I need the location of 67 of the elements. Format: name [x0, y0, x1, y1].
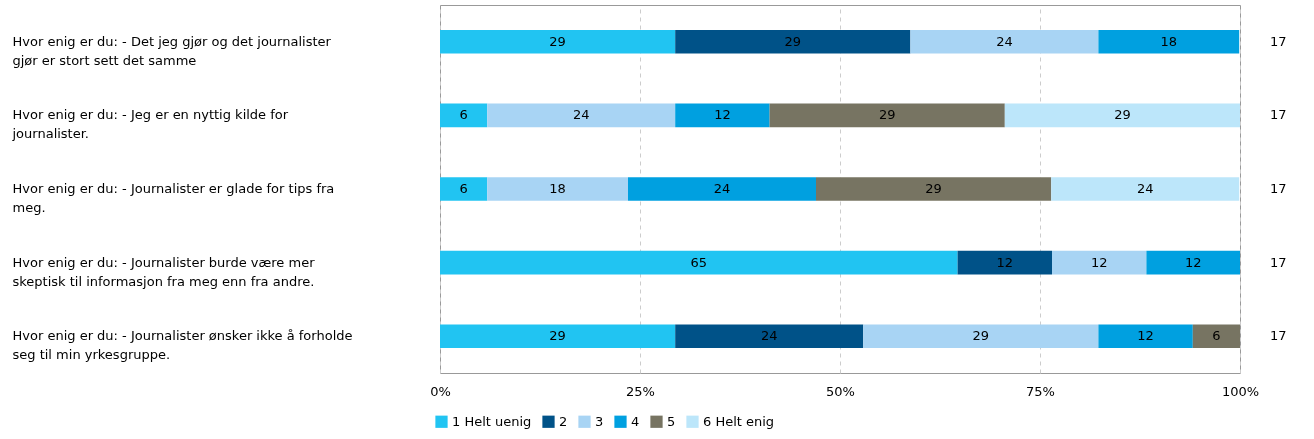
data-label: 29 [549, 33, 566, 49]
text: 17 [1270, 107, 1287, 123]
bar [957, 250, 1052, 275]
data-label: 6 [459, 107, 468, 123]
bar [863, 324, 1099, 348]
bar [769, 103, 1005, 128]
data-label: 18 [549, 181, 566, 196]
legend-label: 5 [667, 413, 676, 429]
data-label: 29 [878, 107, 896, 123]
data-label: 29 [549, 328, 566, 344]
bar [440, 30, 676, 54]
legend-label: 1 Helt uenig [452, 413, 532, 429]
data-label: 29 [972, 328, 990, 344]
bar [628, 177, 816, 201]
bar [1098, 30, 1240, 54]
bar [675, 30, 911, 54]
bar [1192, 324, 1240, 348]
bar [487, 103, 676, 128]
x-tick-label: 100% [1221, 383, 1260, 399]
legend-label: 6 Helt enig [703, 413, 775, 429]
bar [1004, 103, 1240, 128]
bar [675, 103, 770, 128]
data-label: 6 [459, 181, 468, 196]
x-tick-label: 50% [826, 383, 855, 399]
y-tick-label: Hvor enig er du: - Journalister burde være mer skeptisk til informasjon fra meg enn fra andre. [12, 254, 316, 289]
text: 17 [1270, 181, 1287, 196]
text: 17 [1270, 254, 1287, 270]
bar [1051, 177, 1240, 201]
bar [1052, 250, 1147, 275]
data-label: 12 [714, 107, 731, 123]
legend-label: 3 [595, 413, 604, 429]
text: 17 [1270, 328, 1287, 344]
data-label: 24 [572, 107, 590, 123]
x-tick-label: 75% [1026, 383, 1055, 399]
bar [1098, 324, 1193, 348]
x-tick-label: 0% [430, 383, 451, 399]
data-label: 29 [925, 181, 942, 196]
bar [675, 324, 864, 348]
data-label: 24 [996, 33, 1013, 49]
y-tick-label: Hvor enig er du: - Journalister ønsker ikke å forholde seg til min yrkesgruppe. [12, 328, 353, 363]
bar [910, 30, 1099, 54]
data-label: 12 [1090, 254, 1108, 270]
bar [440, 324, 676, 348]
data-label: 29 [1114, 107, 1131, 123]
data-label: 24 [713, 181, 731, 196]
data-label: 12 [1137, 328, 1154, 344]
bar [440, 250, 958, 275]
data-label: 65 [690, 254, 708, 270]
bar [816, 177, 1052, 201]
x-tick-label: 25% [626, 383, 655, 399]
bar [440, 103, 488, 128]
data-label: 12 [996, 254, 1014, 270]
bar [440, 177, 488, 201]
y-tick-label: Hvor enig er du: - Det jeg gjør og det journalister gjør er stort sett det samme [12, 33, 332, 68]
data-label: 18 [1160, 33, 1178, 49]
data-label: 12 [1184, 254, 1202, 270]
data-label: 6 [1212, 328, 1221, 344]
data-label: 29 [784, 33, 802, 49]
data-label: 24 [1136, 181, 1154, 196]
y-tick-label: Hvor enig er du: - Journalister er glade for tips fra meg. [12, 181, 335, 215]
legend-label: 4 [631, 413, 640, 429]
data-label: 24 [760, 328, 778, 344]
legend-label: 2 [559, 413, 568, 429]
y-tick-label: Hvor enig er du: - Jeg er en nyttig kilde for journalister. [11, 107, 289, 142]
text: 17 [1270, 33, 1287, 49]
bar [487, 177, 628, 201]
bar [1146, 250, 1240, 275]
